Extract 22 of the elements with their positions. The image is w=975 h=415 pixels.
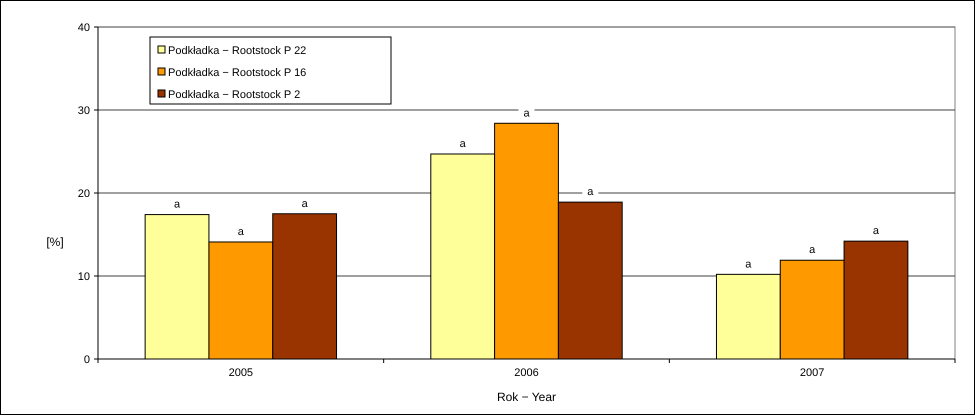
- x-tick-label: 2007: [800, 367, 824, 379]
- data-label: a: [238, 226, 245, 238]
- legend-label: Podkładka − Rootstock P 22: [168, 44, 306, 57]
- y-tick-label: 20: [78, 188, 90, 200]
- data-label: a: [587, 186, 594, 198]
- data-label: a: [174, 198, 181, 211]
- y-axis-title: [%]: [46, 235, 64, 249]
- y-tick-label: 30: [78, 104, 90, 117]
- data-label: a: [523, 107, 530, 120]
- x-axis-title: Rok − Year: [496, 390, 556, 404]
- legend-label: Podkładka − Rootstock P 16: [168, 66, 306, 79]
- data-label: a: [302, 198, 309, 210]
- data-label: a: [872, 225, 880, 238]
- y-tick-label: 40: [78, 22, 90, 34]
- data-label: a: [745, 258, 752, 270]
- x-tick-label: 2006: [514, 367, 539, 379]
- data-label: a: [809, 244, 816, 256]
- data-label: a: [460, 138, 467, 150]
- y-tick-label: 10: [78, 270, 90, 283]
- y-tick-label: 0: [84, 354, 90, 366]
- x-tick-label: 2005: [228, 367, 254, 379]
- legend-label: Podkładka − Rootstock P 2: [168, 88, 300, 101]
